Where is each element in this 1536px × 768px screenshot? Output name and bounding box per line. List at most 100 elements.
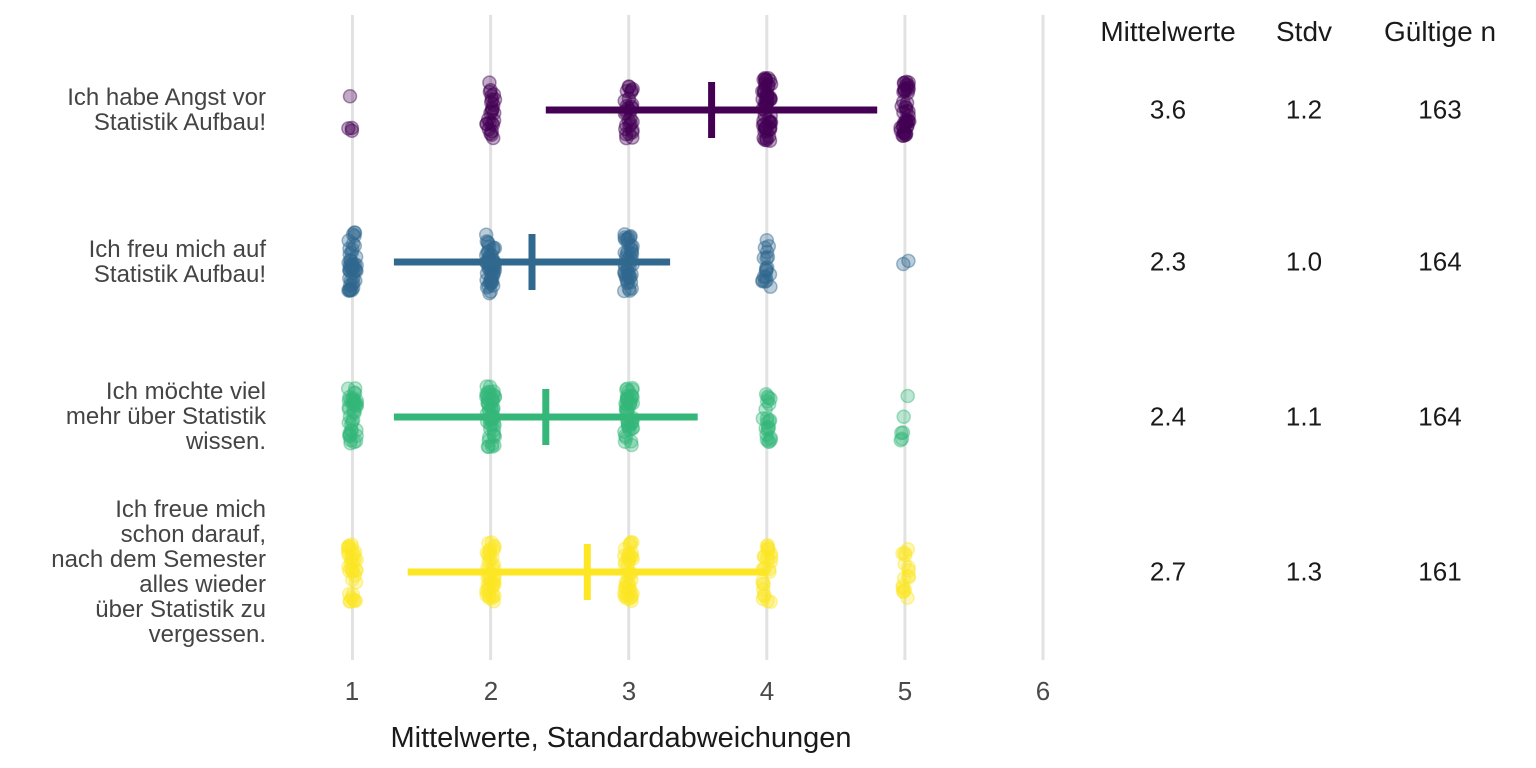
jitter-point xyxy=(755,92,770,107)
jitter-point xyxy=(481,580,497,595)
jitter-point xyxy=(347,386,363,401)
jitter-point xyxy=(759,411,775,426)
jitter-point xyxy=(345,412,361,428)
jitter-point xyxy=(481,439,496,454)
jitter-point xyxy=(480,396,496,412)
jitter-point xyxy=(622,578,637,593)
sd-value: 1.1 xyxy=(1285,401,1323,432)
jitter-point xyxy=(482,543,497,558)
jitter-point xyxy=(623,583,638,598)
jitter-point xyxy=(480,236,496,251)
jitter-point xyxy=(756,587,772,603)
jitter-point xyxy=(485,117,501,132)
jitter-point xyxy=(756,130,771,146)
jitter-point xyxy=(757,70,773,86)
jitter-point xyxy=(485,274,500,289)
jitter-point xyxy=(481,433,497,448)
jitter-point xyxy=(622,230,638,245)
jitter-point xyxy=(619,272,634,287)
n-value: 161 xyxy=(1418,556,1462,587)
jitter-point xyxy=(344,551,359,566)
mean-tick xyxy=(708,82,716,138)
jitter-point xyxy=(896,125,912,141)
jitter-point xyxy=(625,122,640,138)
jitter-point xyxy=(621,546,637,561)
jitter-point xyxy=(756,250,772,266)
jitter-point xyxy=(761,420,777,435)
jitter-point xyxy=(896,84,911,100)
jitter-point xyxy=(479,386,494,402)
jitter-point xyxy=(758,263,774,279)
jitter-point xyxy=(482,286,497,301)
jitter-point xyxy=(895,119,910,134)
jitter-point xyxy=(896,115,912,131)
jitter-point xyxy=(483,276,498,292)
jitter-point xyxy=(621,552,637,568)
jitter-point xyxy=(896,584,912,599)
jitter-point xyxy=(480,235,496,250)
jitter-point xyxy=(894,425,909,441)
jitter-point xyxy=(901,108,916,124)
jitter-point xyxy=(480,582,496,597)
jitter-point xyxy=(898,547,913,563)
jitter-point xyxy=(345,262,360,277)
jitter-point xyxy=(345,390,361,406)
jitter-point xyxy=(893,432,908,448)
jitter-point xyxy=(757,274,773,289)
x-tick-3: 3 xyxy=(621,676,637,706)
jitter-point xyxy=(487,438,502,453)
jitter-point xyxy=(343,556,359,572)
jitter-point xyxy=(479,272,494,288)
jitter-point xyxy=(621,383,636,399)
jitter-point xyxy=(619,381,635,397)
jitter-point xyxy=(481,111,496,127)
jitter-point xyxy=(480,392,496,407)
jitter-point xyxy=(761,129,777,144)
jitter-point xyxy=(899,81,914,96)
jitter-point xyxy=(760,422,776,437)
jitter-point xyxy=(486,594,502,609)
jitter-point xyxy=(347,257,363,272)
jitter-point xyxy=(347,381,363,396)
jitter-point xyxy=(620,274,635,290)
jitter-point xyxy=(485,278,501,293)
jitter-point xyxy=(345,564,360,579)
jitter-point xyxy=(755,411,771,426)
jitter-point xyxy=(349,257,364,273)
jitter-point xyxy=(625,380,640,396)
jitter-point xyxy=(482,421,498,437)
jitter-point xyxy=(482,546,497,562)
jitter-point xyxy=(485,101,500,116)
jitter-point xyxy=(484,104,500,119)
jitter-point xyxy=(623,117,639,132)
jitter-point xyxy=(625,551,640,567)
jitter-point xyxy=(897,125,912,140)
jitter-point xyxy=(623,434,639,449)
jitter-point xyxy=(347,552,362,567)
jitter-point xyxy=(484,392,500,408)
jitter-point xyxy=(622,591,637,606)
jitter-point xyxy=(340,381,356,396)
jitter-point xyxy=(345,227,361,242)
jitter-point xyxy=(900,113,916,128)
jitter-point xyxy=(345,277,360,293)
jitter-point xyxy=(345,280,361,295)
jitter-point xyxy=(623,238,639,253)
jitter-point xyxy=(759,232,775,248)
jitter-point xyxy=(763,430,778,446)
jitter-point xyxy=(622,283,638,298)
jitter-point xyxy=(345,397,361,412)
jitter-point xyxy=(486,422,502,438)
jitter-point xyxy=(480,577,496,593)
jitter-point xyxy=(755,117,771,133)
jitter-point xyxy=(756,117,772,132)
item-label-freu: Ich freu mich auf Statistik Aufbau! xyxy=(88,236,266,288)
jitter-point xyxy=(901,75,916,90)
jitter-point xyxy=(898,115,914,131)
mean-value: 3.6 xyxy=(1149,94,1187,125)
jitter-point xyxy=(624,593,639,609)
jitter-point xyxy=(617,265,632,281)
jitter-point xyxy=(622,126,637,142)
column-header-stdv: Stdv xyxy=(1275,16,1333,47)
jitter-point xyxy=(483,126,498,141)
